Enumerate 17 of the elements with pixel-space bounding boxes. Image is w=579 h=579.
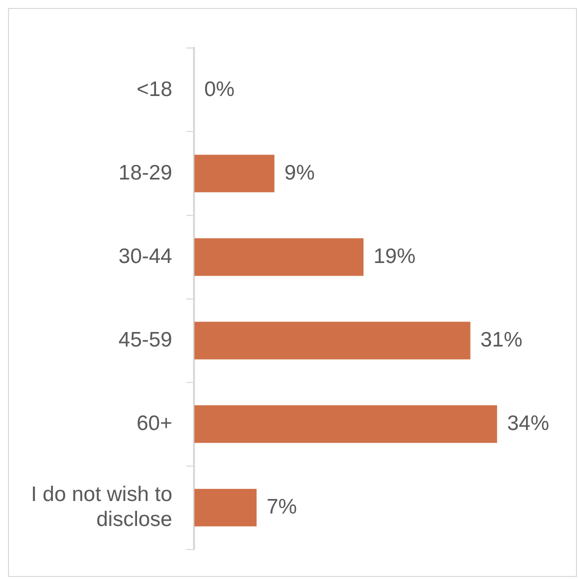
data-label: 0% bbox=[204, 78, 235, 101]
data-label: 31% bbox=[480, 328, 522, 352]
bar bbox=[194, 238, 364, 276]
data-label: 9% bbox=[284, 161, 315, 184]
bar bbox=[194, 322, 470, 360]
bar bbox=[194, 154, 274, 192]
y-tick-label: 60+ bbox=[136, 412, 172, 435]
data-label: 34% bbox=[507, 412, 550, 435]
y-tick-label: 30-44 bbox=[118, 244, 173, 268]
y-tick-label: I do not wish to disclose bbox=[31, 482, 172, 532]
data-label: 19% bbox=[373, 244, 416, 268]
bar bbox=[194, 405, 498, 443]
bar bbox=[194, 488, 257, 526]
y-tick-label: 18-29 bbox=[118, 161, 172, 184]
y-tick-label: <18 bbox=[136, 78, 172, 101]
data-label: 7% bbox=[266, 495, 297, 518]
y-tick-label: 45-59 bbox=[118, 328, 172, 352]
